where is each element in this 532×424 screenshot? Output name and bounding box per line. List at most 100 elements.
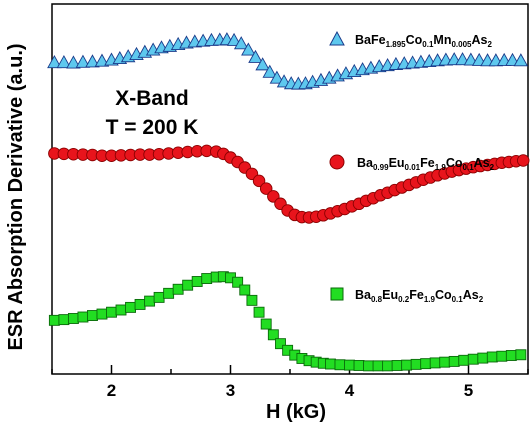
legend-text-part: Co <box>406 33 423 47</box>
series-square <box>48 271 527 372</box>
legend-subscript: 1.9 <box>435 163 447 172</box>
legend-subscript: 2 <box>487 40 492 49</box>
legend-subscript: 0.99 <box>373 163 389 172</box>
data-point <box>134 298 146 310</box>
legend-subscript: 0.1 <box>422 40 434 49</box>
series-circle <box>48 144 530 224</box>
data-point <box>239 284 251 296</box>
data-point <box>201 273 213 284</box>
y-axis-title: ESR Absorption Derivative (a.u.) <box>5 43 27 350</box>
data-point <box>253 306 265 318</box>
data-point <box>372 360 384 372</box>
data-point <box>439 356 451 368</box>
data-point <box>334 359 346 371</box>
data-point <box>448 355 460 367</box>
data-point <box>262 64 278 78</box>
data-point <box>248 49 263 63</box>
data-point <box>486 351 498 363</box>
data-point <box>125 301 136 313</box>
legend-subscript: 2 <box>490 163 495 172</box>
legend-text-part: Ba <box>357 156 374 170</box>
data-point <box>115 304 127 316</box>
legend-subscript: 1.9 <box>424 295 436 304</box>
legend-text-part: As <box>474 156 490 170</box>
annotation-text: T = 200 K <box>106 116 199 139</box>
legend: BaFe1.895Co0.1Mn0.005As2Ba0.99Eu0.01Fe1.… <box>329 30 495 304</box>
legend-marker <box>329 30 345 46</box>
data-point <box>467 353 479 365</box>
legend-text-part: Eu <box>382 288 398 302</box>
legend-text-part: Ba <box>355 288 372 302</box>
data-point <box>163 287 175 299</box>
data-point <box>233 36 249 50</box>
data-point <box>246 294 258 306</box>
data-point <box>191 276 203 287</box>
legend-text-part: Fe <box>409 288 424 302</box>
legend-marker <box>330 287 344 301</box>
data-point <box>325 358 336 370</box>
data-point <box>77 311 89 323</box>
data-point <box>47 55 62 69</box>
data-point <box>458 354 470 366</box>
data-point <box>255 57 270 71</box>
data-point <box>382 360 394 372</box>
legend-subscript: 2 <box>479 295 484 304</box>
legend-label: Ba0.99Eu0.01Fe1.9Co0.1As2 <box>357 156 495 172</box>
legend-subscript: 0.01 <box>405 163 421 172</box>
legend-label: Ba0.8Eu0.2Fe1.9Co0.1As2 <box>355 288 484 304</box>
data-point <box>505 350 517 361</box>
legend-subscript: 0.005 <box>451 40 472 49</box>
data-point <box>269 70 285 84</box>
x-tick-label: 3 <box>226 381 235 400</box>
data-point <box>182 279 194 291</box>
data-point <box>420 358 432 370</box>
data-point <box>172 283 184 295</box>
data-point <box>344 359 355 371</box>
x-tick-label: 5 <box>464 381 473 400</box>
data-point <box>56 55 72 69</box>
legend-subscript: 0.8 <box>371 295 383 304</box>
annotation-text: X-Band <box>115 87 189 110</box>
x-tick-label: 4 <box>345 381 355 400</box>
data-point <box>87 310 98 321</box>
annotations: X-Band T = 200 K <box>106 87 199 139</box>
data-point <box>96 308 108 320</box>
legend-text-part: Fe <box>420 156 435 170</box>
data-point <box>241 42 256 56</box>
data-point <box>429 357 441 369</box>
x-axis-title: H (kG) <box>266 401 326 423</box>
data-point <box>144 295 156 307</box>
data-point <box>153 291 165 303</box>
legend-marker <box>329 154 345 170</box>
data-point <box>496 350 508 362</box>
data-point <box>232 276 244 288</box>
data-point <box>391 360 403 371</box>
data-point <box>48 314 60 326</box>
legend-text-part: Co <box>446 156 463 170</box>
legend-subscript: 0.1 <box>463 163 475 172</box>
legend-text-part: Eu <box>389 156 405 170</box>
data-point <box>410 358 422 370</box>
data-point <box>67 313 79 324</box>
data-point <box>260 318 272 330</box>
data-point <box>267 329 279 341</box>
legend-text-part: As <box>472 33 488 47</box>
legend-text-part: BaFe <box>355 33 386 47</box>
series-layer <box>47 32 530 372</box>
data-point <box>252 174 266 188</box>
data-point <box>58 314 70 326</box>
data-point <box>477 352 489 364</box>
x-axis-ticks: 2 3 4 5 <box>51 365 529 400</box>
data-point <box>66 55 81 69</box>
legend-label: BaFe1.895Co0.1Mn0.005As2 <box>355 33 492 49</box>
legend-text-part: Mn <box>433 33 451 47</box>
legend-subscript: 0.2 <box>398 295 410 304</box>
data-point <box>94 53 110 67</box>
data-point <box>106 306 117 318</box>
series-triangle-up <box>47 32 529 90</box>
legend-subscript: 1.895 <box>386 40 407 49</box>
data-point <box>513 53 529 67</box>
data-point <box>515 349 527 361</box>
data-point <box>85 54 100 68</box>
